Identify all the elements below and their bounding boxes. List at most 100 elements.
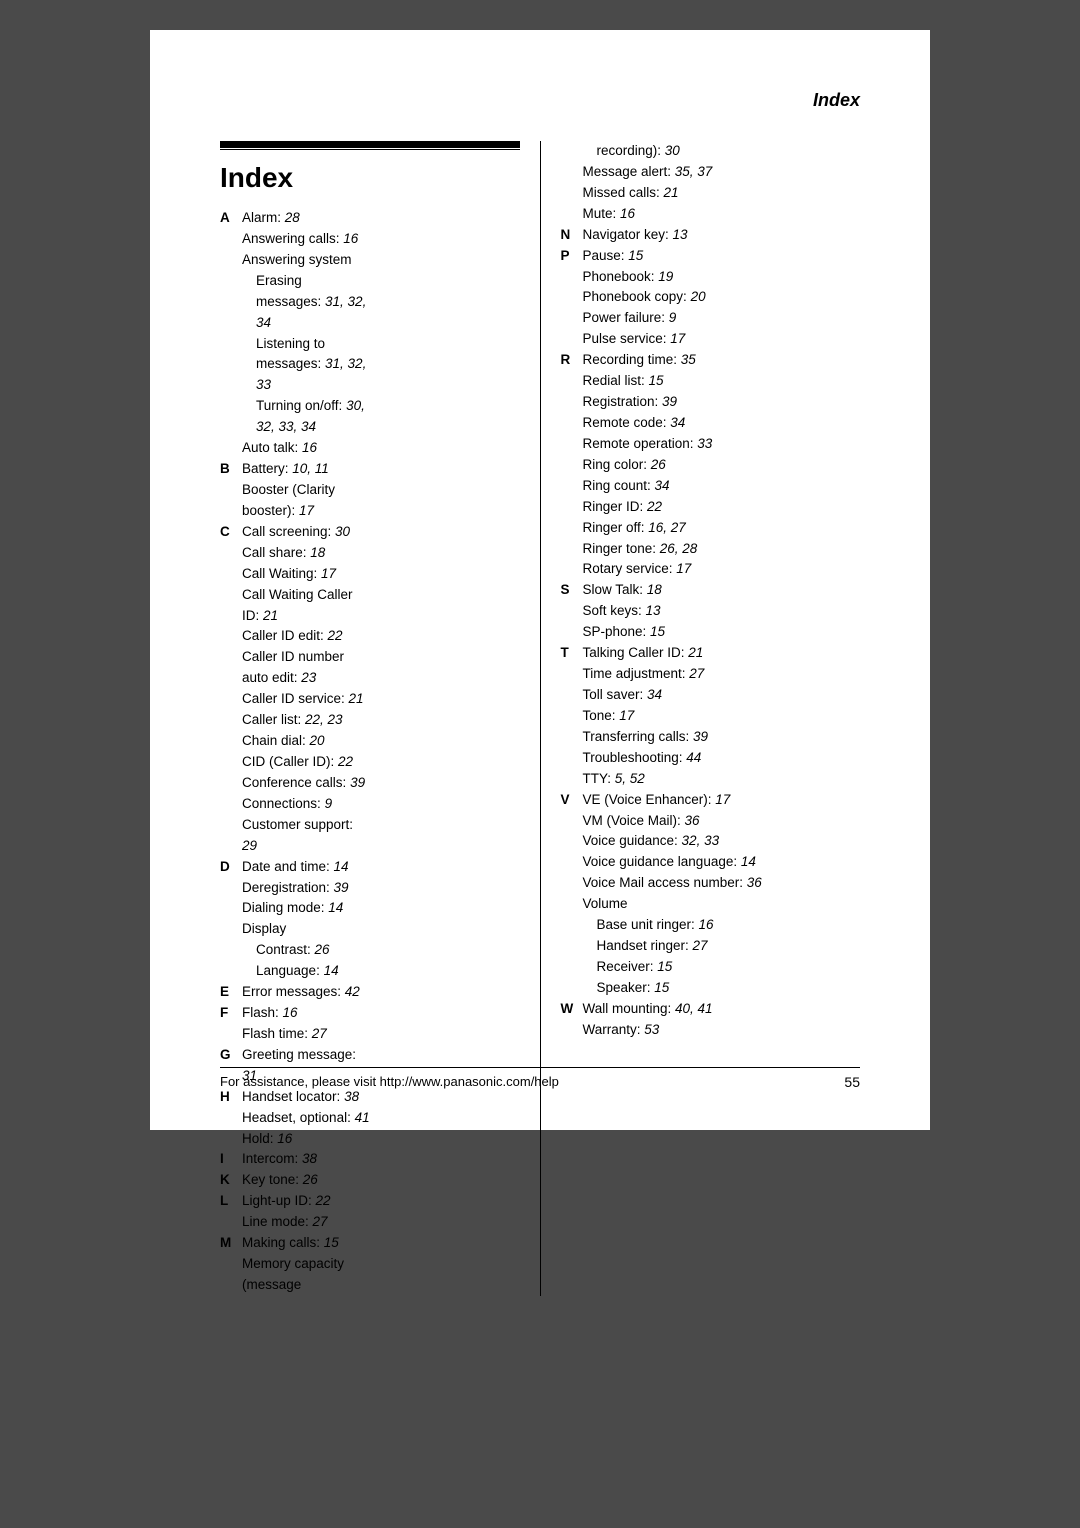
entry-term: Intercom: xyxy=(242,1151,302,1166)
index-entry: recording): 30 xyxy=(582,141,860,162)
entry-pages: 27 xyxy=(689,666,704,681)
entry-pages: 42 xyxy=(345,984,360,999)
index-entry: Date and time: 14 xyxy=(242,857,370,878)
entry-pages: 22 xyxy=(316,1193,331,1208)
entry-term: CID (Caller ID): xyxy=(242,754,338,769)
index-entry: Booster (Clarity booster): 17 xyxy=(242,480,370,522)
index-entries: Navigator key: 13 xyxy=(582,225,860,246)
entry-pages: 22, 23 xyxy=(305,712,343,727)
main-heading: Index xyxy=(220,162,520,194)
entry-term: Voice guidance: xyxy=(582,833,681,848)
index-entry: Time adjustment: 27 xyxy=(582,664,860,685)
entry-term: recording): xyxy=(596,143,664,158)
index-letter: C xyxy=(220,522,242,857)
entry-pages: 20 xyxy=(310,733,325,748)
entry-pages: 21 xyxy=(263,608,278,623)
index-entry: Base unit ringer: 16 xyxy=(582,915,860,936)
entry-pages: 41 xyxy=(355,1110,370,1125)
index-block: PPause: 15Phonebook: 19Phonebook copy: 2… xyxy=(560,246,860,351)
entry-pages: 16 xyxy=(343,231,358,246)
entry-pages: 18 xyxy=(310,545,325,560)
entry-term: Greeting message: xyxy=(242,1047,356,1062)
index-entry: Remote code: 34 xyxy=(582,413,860,434)
rule-thick xyxy=(220,141,520,148)
entry-pages: 15 xyxy=(649,373,664,388)
entry-pages: 14 xyxy=(324,963,339,978)
index-block: BBattery: 10, 11Booster (Clarity booster… xyxy=(220,459,370,522)
entry-pages: 17 xyxy=(676,561,691,576)
index-entry: Call screening: 30 xyxy=(242,522,370,543)
entry-pages: 15 xyxy=(650,624,665,639)
index-entries: Making calls: 15Memory capacity (message xyxy=(242,1233,370,1296)
entry-pages: 16 xyxy=(277,1131,292,1146)
index-entry: Phonebook copy: 20 xyxy=(582,287,860,308)
entry-pages: 15 xyxy=(657,959,672,974)
entry-pages: 39 xyxy=(334,880,349,895)
index-entry: Ring count: 34 xyxy=(582,476,860,497)
entry-term: Alarm: xyxy=(242,210,285,225)
index-block: FFlash: 16Flash time: 27 xyxy=(220,1003,370,1045)
entry-term: Recording time: xyxy=(582,352,680,367)
entry-term: Caller ID number auto edit: xyxy=(242,649,344,685)
index-entry: Light-up ID: 22 xyxy=(242,1191,370,1212)
index-entry: Flash time: 27 xyxy=(242,1024,370,1045)
index-entries: Intercom: 38 xyxy=(242,1149,370,1170)
entry-term: Wall mounting: xyxy=(582,1001,675,1016)
entry-term: Key tone: xyxy=(242,1172,303,1187)
entry-term: Warranty: xyxy=(582,1022,644,1037)
entry-term: Battery: xyxy=(242,461,292,476)
entry-term: Auto talk: xyxy=(242,440,302,455)
index-letter: F xyxy=(220,1003,242,1045)
index-entry: Talking Caller ID: 21 xyxy=(582,643,860,664)
entry-term: Ring color: xyxy=(582,457,650,472)
entry-term: SP-phone: xyxy=(582,624,650,639)
entry-term: Phonebook: xyxy=(582,269,658,284)
entry-pages: 10, 11 xyxy=(292,461,329,476)
index-entries: Key tone: 26 xyxy=(242,1170,370,1191)
index-entry: Message alert: 35, 37 xyxy=(582,162,860,183)
entry-term: Chain dial: xyxy=(242,733,310,748)
entry-term: Deregistration: xyxy=(242,880,334,895)
entry-term: Base unit ringer: xyxy=(596,917,698,932)
entry-term: Talking Caller ID: xyxy=(582,645,688,660)
index-entries: Alarm: 28Answering calls: 16Answering sy… xyxy=(242,208,370,459)
entry-pages: 16 xyxy=(302,440,317,455)
index-entry: Remote operation: 33 xyxy=(582,434,860,455)
index-entry: Mute: 16 xyxy=(582,204,860,225)
index-entry: Deregistration: 39 xyxy=(242,878,370,899)
index-entry: Voice Mail access number: 36 xyxy=(582,873,860,894)
entry-pages: 18 xyxy=(647,582,662,597)
entry-term: Answering calls: xyxy=(242,231,343,246)
entry-pages: 14 xyxy=(328,900,343,915)
entry-term: Troubleshooting: xyxy=(582,750,686,765)
entry-term: Handset locator: xyxy=(242,1089,344,1104)
entry-term: Dialing mode: xyxy=(242,900,328,915)
entry-term: Speaker: xyxy=(596,980,654,995)
entry-term: Receiver: xyxy=(596,959,657,974)
index-entry: Missed calls: 21 xyxy=(582,183,860,204)
entry-term: Error messages: xyxy=(242,984,345,999)
index-entry: Erasing messages: 31, 32, 34 xyxy=(242,271,370,334)
index-block: KKey tone: 26 xyxy=(220,1170,370,1191)
index-block: NNavigator key: 13 xyxy=(560,225,860,246)
entry-term: Remote operation: xyxy=(582,436,697,451)
entry-term: Contrast: xyxy=(256,942,315,957)
index-letter: M xyxy=(220,1233,242,1296)
index-entries: Pause: 15Phonebook: 19Phonebook copy: 20… xyxy=(582,246,860,351)
index-letter: R xyxy=(560,350,582,580)
index-entry: Display xyxy=(242,919,370,940)
entry-pages: 9 xyxy=(669,310,677,325)
index-entry: Call Waiting: 17 xyxy=(242,564,370,585)
index-entry: SP-phone: 15 xyxy=(582,622,860,643)
entry-term: Pulse service: xyxy=(582,331,670,346)
index-entry: Tone: 17 xyxy=(582,706,860,727)
entry-pages: 26 xyxy=(651,457,666,472)
entry-pages: 39 xyxy=(662,394,677,409)
entry-pages: 26, 28 xyxy=(660,541,698,556)
entry-pages: 21 xyxy=(688,645,703,660)
right-column: recording): 30Message alert: 35, 37Misse… xyxy=(560,141,860,1296)
entry-pages: 34 xyxy=(655,478,670,493)
index-entry: Phonebook: 19 xyxy=(582,267,860,288)
index-entries: Slow Talk: 18Soft keys: 13SP-phone: 15 xyxy=(582,580,860,643)
corner-title: Index xyxy=(220,90,860,111)
